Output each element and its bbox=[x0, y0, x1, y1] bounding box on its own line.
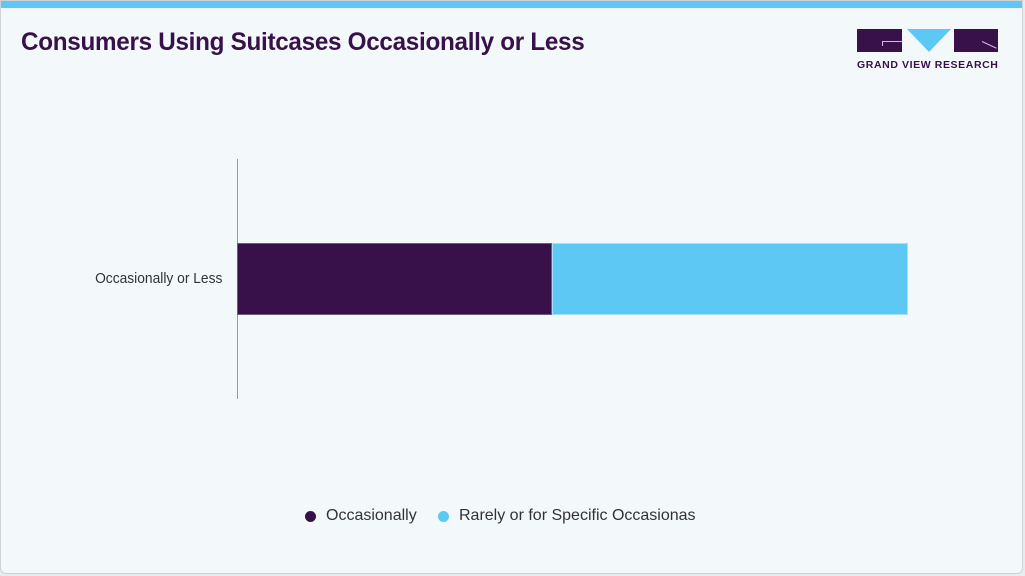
legend-item-occasionally: Occasionally bbox=[305, 507, 417, 525]
logo-v-triangle-icon bbox=[907, 29, 951, 52]
accent-top-bar bbox=[1, 1, 1022, 8]
legend-label: Occasionally bbox=[326, 507, 417, 524]
logo-g-block-icon bbox=[857, 29, 902, 52]
logo-g-line bbox=[882, 41, 902, 42]
category-label: Occasionally or Less bbox=[94, 270, 222, 287]
legend-item-rarely: Rarely or for Specific Occasionas bbox=[438, 507, 696, 525]
logo-text: GRAND VIEW RESEARCH bbox=[857, 59, 999, 71]
legend-dot-icon bbox=[438, 510, 449, 522]
chart-legend: Occasionally Rarely or for Specific Occa… bbox=[1, 507, 1022, 527]
legend-label: Rarely or for Specific Occasionas bbox=[459, 507, 696, 524]
legend-dot-icon bbox=[305, 510, 316, 522]
grand-view-research-logo: GRAND VIEW RESEARCH bbox=[857, 29, 999, 73]
bar-occasionally bbox=[237, 243, 553, 315]
chart-title: Consumers Using Suitcases Occasionally o… bbox=[21, 28, 585, 56]
logo-r-block-icon bbox=[954, 29, 998, 52]
logo-g-line-vertical bbox=[882, 41, 883, 46]
bar-rarely-or-specific bbox=[552, 243, 908, 315]
